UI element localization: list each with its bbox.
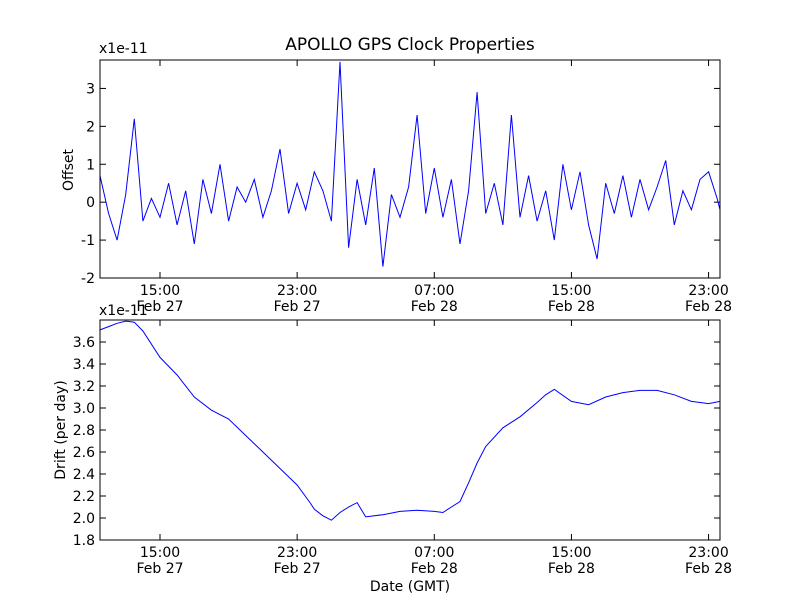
offset-xtick-time: 23:00: [277, 283, 317, 299]
offset-ytick-label: 2: [86, 119, 95, 135]
drift-ylabel: Drift (per day): [53, 380, 69, 479]
drift-ytick-label: 2.2: [73, 489, 95, 505]
offset-ylabel: Offset: [61, 148, 77, 191]
drift-ytick-label: 2.6: [73, 445, 95, 461]
offset-xtick-date: Feb 27: [136, 299, 183, 315]
offset-xtick-time: 15:00: [551, 283, 591, 299]
offset-series-line: [99, 61, 721, 267]
drift-xtick-time: 15:00: [551, 545, 591, 561]
offset-series: [99, 61, 721, 267]
drift-xtick-date: Feb 27: [274, 561, 321, 577]
drift-ytick-label: 3.4: [73, 357, 95, 373]
offset-ytick-label: -1: [81, 233, 95, 249]
drift-xtick-time: 23:00: [688, 545, 728, 561]
drift-xtick-date: Feb 28: [685, 561, 732, 577]
drift-xtick-date: Feb 28: [411, 561, 458, 577]
drift-ytick-label: 2.0: [73, 511, 95, 527]
chart-title: APOLLO GPS Clock Properties: [285, 35, 535, 55]
drift-xtick-date: Feb 27: [136, 561, 183, 577]
drift-xtick-time: 07:00: [414, 545, 454, 561]
drift-ytick-label: 1.8: [73, 533, 95, 549]
drift-ytick-label: 3.0: [73, 401, 95, 417]
drift-series: [99, 320, 721, 521]
x-axis-label: Date (GMT): [370, 579, 450, 595]
drift-ytick-label: 3.2: [73, 379, 95, 395]
drift-xtick-date: Feb 28: [548, 561, 595, 577]
drift-series-line: [99, 320, 721, 521]
offset-xtick-date: Feb 28: [685, 299, 732, 315]
drift-panel: x1e-11 Drift (per day) 1.8 2.0 2.2 2.4 2.6 2.…: [53, 303, 732, 577]
drift-xtick-time: 15:00: [140, 545, 180, 561]
offset-xtick-date: Feb 28: [548, 299, 595, 315]
offset-ytick-label: 1: [86, 157, 95, 173]
offset-axes-frame: [99, 59, 721, 279]
offset-scale-label: x1e-11: [99, 41, 148, 57]
offset-ytick-label: 0: [86, 195, 95, 211]
offset-xtick-time: 23:00: [688, 283, 728, 299]
offset-xtick-time: 15:00: [140, 283, 180, 299]
drift-axes-frame: [99, 319, 721, 541]
offset-ytick-label: 3: [86, 81, 95, 97]
drift-ytick-label: 3.6: [73, 335, 95, 351]
drift-xtick-time: 23:00: [277, 545, 317, 561]
offset-xtick-date: Feb 27: [274, 299, 321, 315]
drift-ytick-label: 2.8: [73, 423, 95, 439]
offset-ytick-label: -2: [81, 271, 95, 287]
drift-ytick-label: 2.4: [73, 467, 95, 483]
offset-xtick-date: Feb 28: [411, 299, 458, 315]
offset-xtick-time: 07:00: [414, 283, 454, 299]
drift-scale-label: x1e-11: [99, 303, 148, 319]
